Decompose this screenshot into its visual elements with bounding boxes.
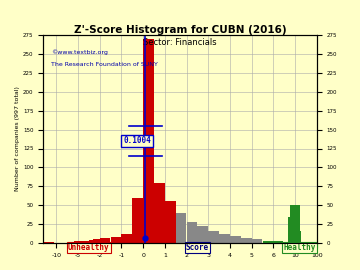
Bar: [186, 222, 197, 243]
Text: The Research Foundation of SUNY: The Research Foundation of SUNY: [51, 62, 158, 67]
Bar: [111, 237, 121, 243]
Bar: [165, 201, 176, 243]
Bar: [275, 242, 285, 243]
Bar: [286, 242, 296, 243]
Text: Healthy: Healthy: [283, 243, 316, 252]
Bar: [75, 241, 85, 243]
Bar: [100, 238, 111, 243]
Bar: [198, 226, 208, 243]
Bar: [69, 242, 80, 243]
Bar: [272, 241, 283, 243]
Text: Score: Score: [186, 243, 209, 252]
Bar: [283, 242, 294, 243]
Bar: [89, 240, 100, 243]
Bar: [82, 241, 92, 243]
Bar: [263, 241, 273, 243]
Bar: [290, 231, 301, 243]
Title: Z'-Score Histogram for CUBN (2016): Z'-Score Histogram for CUBN (2016): [74, 25, 286, 35]
Bar: [176, 213, 186, 243]
Bar: [280, 242, 291, 243]
Text: ©www.textbiz.org: ©www.textbiz.org: [51, 50, 108, 55]
Bar: [252, 239, 262, 243]
Bar: [72, 242, 82, 243]
Bar: [143, 39, 154, 243]
Y-axis label: Number of companies (997 total): Number of companies (997 total): [15, 87, 20, 191]
Bar: [121, 234, 132, 243]
Bar: [269, 241, 280, 243]
Bar: [78, 242, 89, 243]
Bar: [288, 217, 299, 243]
Text: Sector: Financials: Sector: Financials: [143, 38, 217, 47]
Text: Unhealthy: Unhealthy: [68, 243, 109, 252]
Bar: [85, 241, 96, 243]
Bar: [278, 242, 288, 243]
Bar: [241, 238, 252, 243]
Bar: [43, 242, 54, 243]
Bar: [208, 231, 219, 243]
Bar: [132, 198, 143, 243]
Bar: [154, 183, 165, 243]
Bar: [290, 234, 301, 243]
Bar: [290, 205, 301, 243]
Bar: [230, 236, 241, 243]
Text: 0.1004: 0.1004: [123, 136, 151, 146]
Bar: [93, 239, 103, 243]
Bar: [219, 234, 230, 243]
